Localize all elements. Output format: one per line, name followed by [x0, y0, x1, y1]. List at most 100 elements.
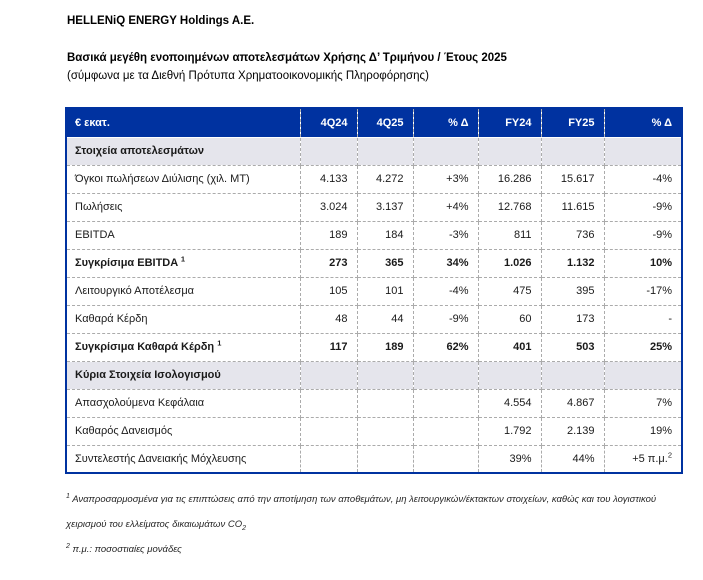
value-cell: 184	[357, 221, 414, 250]
section-row: Κύρια Στοιχεία Ισολογισμού	[66, 361, 682, 390]
value-cell	[413, 445, 479, 474]
value-cell: 503	[541, 333, 605, 362]
value-cell: -	[604, 305, 682, 334]
report-subtitle-note: (σύμφωνα με τα Διεθνή Πρότυπα Χρηματοοικ…	[67, 70, 429, 82]
value-cell: 475	[478, 277, 542, 306]
value-cell: 4.272	[357, 165, 414, 194]
value-cell: -9%	[413, 305, 479, 334]
value-cell: 189	[300, 221, 358, 250]
value-cell: 12.768	[478, 193, 542, 222]
value-cell: 2.139	[541, 417, 605, 446]
value-cell	[300, 445, 358, 474]
table-row: Συντελεστής Δανειακής Μόχλευσης 39% 44% +5 …	[66, 445, 682, 474]
value-cell: 48	[300, 305, 358, 334]
value-cell: 395	[541, 277, 605, 306]
footnote-2: 2 π.μ.: ποσοστιαίες μονάδες	[66, 537, 692, 562]
row-label: Συγκρίσιμα EBITDA 1	[66, 249, 301, 278]
value-cell	[357, 361, 414, 390]
row-label: Συγκρίσιμα Καθαρά Κέρδη 1	[66, 333, 301, 362]
footnotes: 1 Αναπροσαρμοσμένα για τις επιπτώσεις απ…	[66, 487, 692, 562]
value-cell: 44	[357, 305, 414, 334]
value-cell	[300, 361, 358, 390]
value-cell: 811	[478, 221, 542, 250]
value-cell	[413, 389, 479, 418]
value-cell: 1.792	[478, 417, 542, 446]
table-body: Στοιχεία αποτελεσμάτων Όγκοι πωλήσεων Διύ…	[66, 137, 682, 474]
footnote-2-marker: 2	[66, 542, 70, 550]
value-cell	[357, 137, 414, 166]
value-cell: 401	[478, 333, 542, 362]
value-cell: 44%	[541, 445, 605, 474]
value-cell: 15.617	[541, 165, 605, 194]
table-row: Καθαρός Δανεισμός 1.792 2.139 19%	[66, 417, 682, 446]
col-header-fy24: FY24	[478, 108, 542, 138]
value-cell	[413, 361, 479, 390]
value-cell: 4.554	[478, 389, 542, 418]
value-cell: -4%	[413, 277, 479, 306]
col-header-4q24: 4Q24	[300, 108, 358, 138]
section-row: Στοιχεία αποτελεσμάτων	[66, 137, 682, 166]
value-cell: 189	[357, 333, 414, 362]
row-label: EBITDA	[66, 221, 301, 250]
table-row: Καθαρά Κέρδη 48 44 -9% 60 173-	[66, 305, 682, 334]
value-cell: 19%	[604, 417, 682, 446]
value-cell: 736	[541, 221, 605, 250]
table-row: Συγκρίσιμα EBITDA 1 273 365 34% 1.026 1.132 10…	[66, 249, 682, 278]
row-label: Καθαρός Δανεισμός	[66, 417, 301, 446]
row-label: Καθαρά Κέρδη	[66, 305, 301, 334]
value-cell: 3.024	[300, 193, 358, 222]
value-cell: 39%	[478, 445, 542, 474]
col-header-delta-q: % Δ	[413, 108, 479, 138]
value-cell	[357, 445, 414, 474]
value-cell: 4.867	[541, 389, 605, 418]
value-cell: 60	[478, 305, 542, 334]
value-cell: 3.137	[357, 193, 414, 222]
co2-subscript: 2	[242, 524, 246, 532]
table-row: Συγκρίσιμα Καθαρά Κέρδη 1 117 189 62% 401 503…	[66, 333, 682, 362]
value-cell	[413, 417, 479, 446]
table-header: € εκατ. 4Q24 4Q25 % Δ FY24 FY25 % Δ	[66, 108, 682, 138]
value-cell: 10%	[604, 249, 682, 278]
value-cell: -9%	[604, 221, 682, 250]
value-cell	[300, 417, 358, 446]
table-row: Απασχολούμενα Κεφάλαια 4.554 4.867 7%	[66, 389, 682, 418]
row-label: Απασχολούμενα Κεφάλαια	[66, 389, 301, 418]
value-cell: 1.132	[541, 249, 605, 278]
value-cell	[541, 361, 605, 390]
results-table: € εκατ. 4Q24 4Q25 % Δ FY24 FY25 % Δ Στοι…	[65, 107, 683, 474]
value-cell	[478, 361, 542, 390]
table-row: Πωλήσεις 3.024 3.137 +4% 12.768 11.615 -9%	[66, 193, 682, 222]
table-row: Λειτουργικό Αποτέλεσμα 105 101 -4% 475 395 -17…	[66, 277, 682, 306]
value-cell: 105	[300, 277, 358, 306]
value-cell	[357, 417, 414, 446]
value-cell	[604, 137, 682, 166]
value-cell: -3%	[413, 221, 479, 250]
table-row: Όγκοι πωλήσεων Διύλισης (χιλ. ΜΤ) 4.133 4.…	[66, 165, 682, 194]
table-row: EBITDA 189 184 -3% 811 736 -9%	[66, 221, 682, 250]
value-cell: +5 π.μ.2	[604, 445, 682, 474]
footnote-1-text: Αναπροσαρμοσμένα για τις επιπτώσεις από …	[66, 494, 657, 530]
report-subtitle: Βασικά μεγέθη ενοποιημένων αποτελεσμάτων…	[67, 52, 507, 64]
value-cell	[300, 389, 358, 418]
row-label: Όγκοι πωλήσεων Διύλισης (χιλ. ΜΤ)	[66, 165, 301, 194]
company-title: HELLENiQ ENERGY Holdings A.E.	[67, 15, 255, 27]
value-cell: 11.615	[541, 193, 605, 222]
value-cell: 101	[357, 277, 414, 306]
value-cell: 34%	[413, 249, 479, 278]
footnote-reference: 1	[217, 338, 222, 348]
section-label: Στοιχεία αποτελεσμάτων	[66, 137, 301, 166]
value-cell	[541, 137, 605, 166]
col-header-fy25: FY25	[541, 108, 605, 138]
value-cell: 273	[300, 249, 358, 278]
value-cell	[604, 361, 682, 390]
footnote-1-marker: 1	[66, 492, 70, 500]
value-cell: 4.133	[300, 165, 358, 194]
value-cell: -17%	[604, 277, 682, 306]
row-label: Συντελεστής Δανειακής Μόχλευσης	[66, 445, 301, 474]
col-header-delta-fy: % Δ	[604, 108, 682, 138]
value-cell: 62%	[413, 333, 479, 362]
value-cell	[357, 389, 414, 418]
footnote-reference: 2	[667, 450, 672, 460]
value-cell: 7%	[604, 389, 682, 418]
